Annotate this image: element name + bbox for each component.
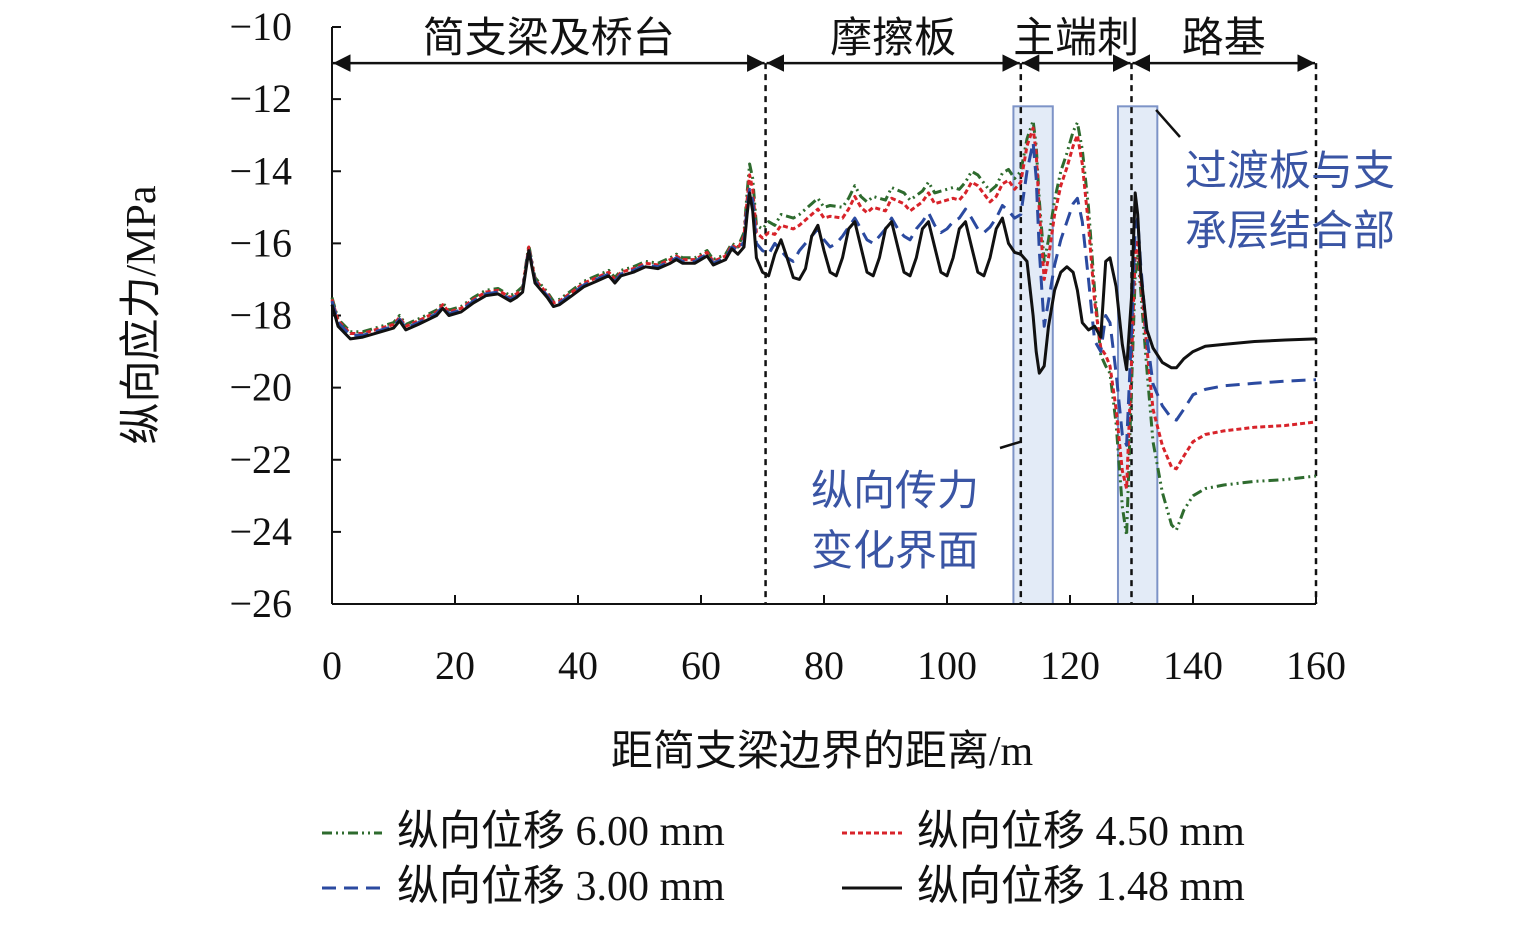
x-tick-label: 40 [558, 643, 598, 688]
legend-label-3: 纵向位移 3.00 mm [397, 863, 725, 910]
series-line-2 [330, 126, 1317, 491]
region-label-4: 路基 [1182, 16, 1266, 62]
annotation-leader-1 [999, 440, 1022, 450]
x-ticks: 0 20 40 60 80 100 120 140 160 [322, 595, 1346, 688]
legend-label-2: 纵向位移 4.50 mm [917, 808, 1245, 855]
annotation-text-1-1: 纵向传力 [811, 469, 979, 515]
annotation-leader-2 [1155, 109, 1181, 138]
series-line-3 [330, 140, 1317, 447]
x-tick-label: 0 [322, 643, 342, 688]
region-label-1: 简支梁及桥台 [423, 16, 675, 62]
legend-label-4: 纵向位移 1.48 mm [917, 863, 1245, 910]
region-label-3: 主端刺 [1013, 16, 1139, 62]
annotation-text-2-1: 过渡板与支 [1185, 148, 1395, 195]
y-tick-label: −22 [229, 437, 292, 482]
series-lines [330, 119, 1317, 537]
x-tick-label: 60 [681, 643, 721, 688]
region-labels: 简支梁及桥台 摩擦板 主端刺 路基 [423, 15, 1266, 62]
x-tick-label: 160 [1286, 643, 1346, 688]
series-line-4 [330, 191, 1317, 375]
y-tick-label: −20 [229, 365, 292, 410]
y-tick-label: −10 [229, 4, 292, 49]
y-ticks: −10 −12 −14 −16 −18 −20 −22 −24 −26 [229, 4, 341, 626]
x-tick-label: 120 [1040, 643, 1100, 688]
annotation-text-1-2: 变化界面 [811, 528, 979, 575]
x-tick-label: 140 [1163, 643, 1223, 688]
x-tick-label: 100 [917, 643, 977, 688]
x-tick-label: 20 [435, 643, 475, 688]
legend-label-1: 纵向位移 6.00 mm [397, 808, 725, 855]
x-tick-label: 80 [804, 643, 844, 688]
y-tick-label: −16 [229, 220, 292, 265]
y-tick-label: −12 [229, 76, 292, 121]
annotation-text-2-2: 承层结合部 [1185, 209, 1395, 255]
legend: 纵向位移 6.00 mm 纵向位移 4.50 mm 纵向位移 3.00 mm 纵向位移… [322, 808, 1245, 910]
y-tick-label: −26 [229, 581, 292, 626]
region-label-2: 摩擦板 [830, 15, 956, 62]
axes [331, 27, 1316, 605]
x-axis-title: 距简支梁边界的距离/m [611, 728, 1034, 775]
y-tick-label: −24 [229, 509, 292, 554]
y-axis-title: 纵向应力/MPa [118, 185, 165, 444]
y-tick-label: −14 [229, 148, 292, 193]
y-tick-label: −18 [229, 293, 292, 338]
region-boundaries [764, 63, 1318, 604]
